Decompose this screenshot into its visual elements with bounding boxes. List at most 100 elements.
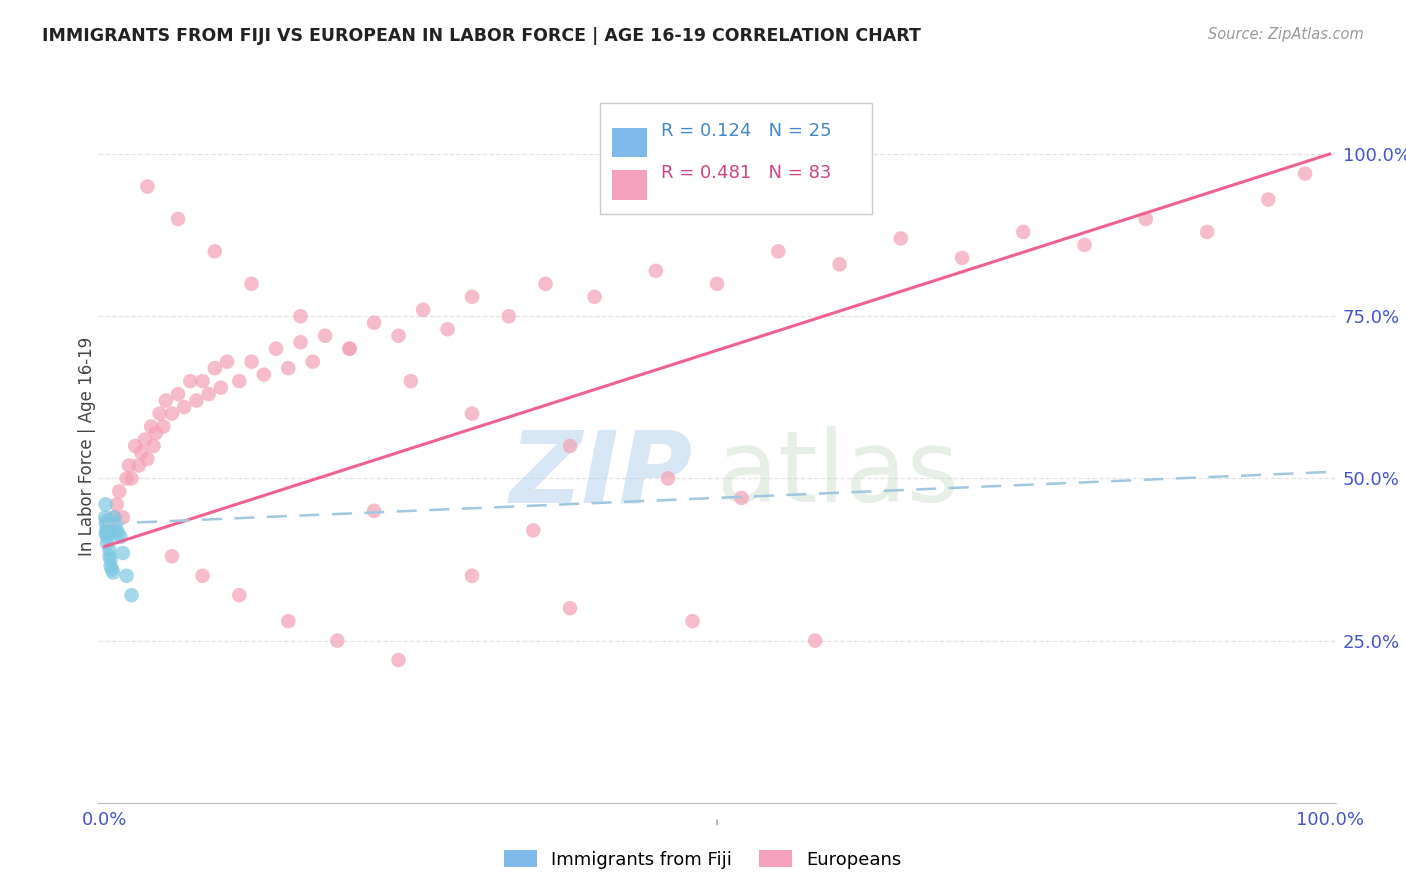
Point <box>191 568 214 582</box>
Point <box>179 374 201 388</box>
Point <box>136 179 159 194</box>
Point <box>326 633 349 648</box>
Point <box>240 354 263 368</box>
Point <box>105 497 128 511</box>
Point <box>118 458 141 473</box>
Point <box>339 342 361 356</box>
Point <box>277 614 299 628</box>
FancyBboxPatch shape <box>612 170 647 200</box>
Point <box>139 419 162 434</box>
Point <box>209 381 232 395</box>
Point <box>1197 225 1219 239</box>
Point <box>204 244 226 259</box>
FancyBboxPatch shape <box>612 128 647 157</box>
Point <box>706 277 728 291</box>
Point <box>204 361 226 376</box>
Point <box>94 516 117 531</box>
Point <box>558 439 581 453</box>
Point <box>301 354 323 368</box>
Point <box>101 562 124 576</box>
Point <box>828 257 851 271</box>
Point <box>498 310 520 324</box>
Point <box>100 552 122 566</box>
Text: atlas: atlas <box>717 426 959 523</box>
FancyBboxPatch shape <box>599 103 872 214</box>
Point <box>107 526 129 541</box>
Point <box>1073 238 1095 252</box>
Point <box>167 387 190 401</box>
Point <box>100 559 122 574</box>
Point <box>94 497 117 511</box>
Point <box>461 407 484 421</box>
Point <box>804 633 827 648</box>
Point <box>363 504 385 518</box>
Point <box>103 510 125 524</box>
Point <box>1012 225 1035 239</box>
Point <box>94 526 117 541</box>
Point <box>522 524 544 538</box>
Point <box>461 290 484 304</box>
Point <box>96 514 118 528</box>
Point <box>160 407 183 421</box>
Point <box>111 510 134 524</box>
Point <box>110 530 132 544</box>
Legend: Immigrants from Fiji, Europeans: Immigrants from Fiji, Europeans <box>499 845 907 874</box>
Point <box>228 374 250 388</box>
Point <box>1135 211 1157 226</box>
Point <box>115 568 138 582</box>
Point <box>98 542 121 557</box>
Point <box>290 310 312 324</box>
Text: R = 0.124   N = 25: R = 0.124 N = 25 <box>661 121 832 139</box>
Point <box>108 484 131 499</box>
Text: ZIP: ZIP <box>509 426 692 523</box>
Point <box>142 439 165 453</box>
Point <box>339 342 361 356</box>
Point <box>98 549 121 564</box>
Point <box>97 516 120 531</box>
Point <box>101 566 124 580</box>
Point <box>583 290 606 304</box>
Point <box>167 211 190 226</box>
Point <box>197 387 219 401</box>
Point <box>103 510 125 524</box>
Point <box>436 322 458 336</box>
Point <box>412 302 434 317</box>
Point <box>950 251 973 265</box>
Point <box>240 277 263 291</box>
Point <box>682 614 704 628</box>
Point <box>387 328 409 343</box>
Point <box>215 354 238 368</box>
Point <box>121 471 143 485</box>
Point <box>160 549 183 564</box>
Point <box>111 546 134 560</box>
Point <box>387 653 409 667</box>
Point <box>124 439 146 453</box>
Point <box>657 471 679 485</box>
Point <box>152 419 174 434</box>
Point <box>115 471 138 485</box>
Point <box>145 425 167 440</box>
Point <box>191 374 214 388</box>
Point <box>290 335 312 350</box>
Text: Source: ZipAtlas.com: Source: ZipAtlas.com <box>1208 27 1364 42</box>
Point <box>96 530 118 544</box>
Point <box>534 277 557 291</box>
Point <box>277 361 299 376</box>
Point <box>97 526 120 541</box>
Point <box>128 458 150 473</box>
Point <box>149 407 172 421</box>
Point <box>100 524 122 538</box>
Point <box>264 342 287 356</box>
Point <box>121 588 143 602</box>
Point <box>1257 193 1279 207</box>
Text: R = 0.481   N = 83: R = 0.481 N = 83 <box>661 164 832 182</box>
Point <box>96 536 118 550</box>
Point <box>558 601 581 615</box>
Point <box>173 400 195 414</box>
Point <box>730 491 752 505</box>
Point <box>399 374 422 388</box>
Point <box>136 452 159 467</box>
Point <box>94 510 117 524</box>
Point <box>644 264 666 278</box>
Y-axis label: In Labor Force | Age 16-19: In Labor Force | Age 16-19 <box>79 336 96 556</box>
